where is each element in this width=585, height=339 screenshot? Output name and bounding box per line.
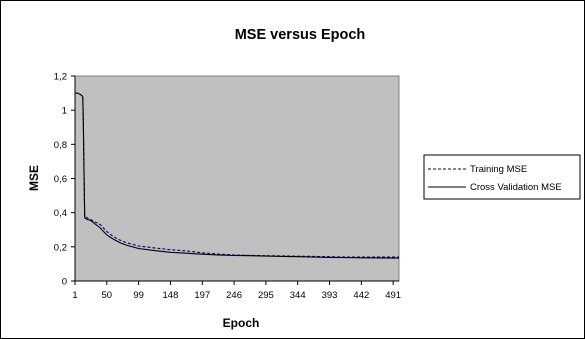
x-tick-label: 50 [102, 290, 113, 301]
x-axis-ticks: 1 50 99 148 197 246 295 344 393 442 491 [72, 281, 401, 301]
chart-title: MSE versus Epoch [235, 27, 366, 43]
series-lines [75, 92, 399, 259]
x-tick-label: 442 [353, 290, 369, 301]
x-tick-label: 344 [290, 290, 306, 301]
x-tick-label: 1 [72, 290, 77, 301]
legend: Training MSE Cross Validation MSE [423, 154, 581, 200]
series-line-cross-validation [75, 92, 399, 259]
y-tick-label: 0 [62, 277, 67, 288]
x-tick-label: 491 [385, 290, 401, 301]
x-tick-label: 197 [194, 290, 210, 301]
legend-box [423, 154, 581, 200]
x-axis-label: Epoch [223, 316, 260, 330]
x-tick-label: 295 [258, 290, 274, 301]
x-tick-label: 393 [322, 290, 338, 301]
legend-label-training: Training MSE [470, 164, 527, 175]
y-axis-label: MSE [27, 165, 41, 191]
legend-label-cross-validation: Cross Validation MSE [470, 182, 562, 193]
y-tick-label: 1 [62, 106, 67, 117]
y-tick-label: 0,2 [54, 242, 67, 253]
series-line-training [75, 92, 399, 258]
y-tick-label: 0,6 [54, 174, 67, 185]
y-tick-label: 1,2 [54, 72, 67, 83]
x-tick-label: 99 [133, 290, 144, 301]
x-tick-label: 148 [163, 290, 179, 301]
y-tick-label: 0,4 [54, 208, 67, 219]
x-tick-label: 246 [226, 290, 242, 301]
y-tick-label: 0,8 [54, 140, 67, 151]
y-axis-ticks: 0 0,2 0,4 0,6 0,8 1 1,2 [54, 72, 75, 288]
plot-area [74, 75, 400, 282]
